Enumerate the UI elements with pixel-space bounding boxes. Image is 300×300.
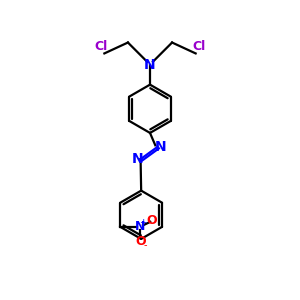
Text: N: N	[155, 140, 167, 154]
Text: O: O	[146, 214, 157, 227]
Text: Cl: Cl	[94, 40, 107, 53]
Text: N: N	[135, 220, 146, 233]
Text: -: -	[144, 240, 147, 250]
Text: O: O	[135, 235, 146, 248]
Text: Cl: Cl	[193, 40, 206, 53]
Text: +: +	[139, 218, 147, 227]
Text: N: N	[132, 152, 143, 166]
Text: N: N	[144, 58, 156, 72]
